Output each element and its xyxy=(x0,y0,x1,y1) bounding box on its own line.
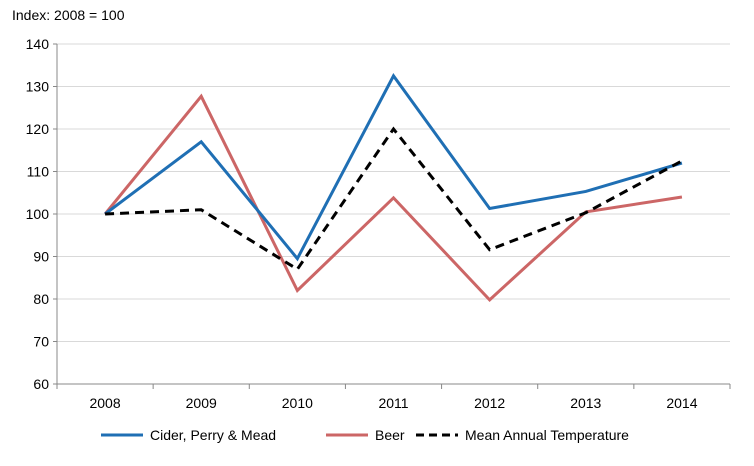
legend-label-2: Mean Annual Temperature xyxy=(465,427,629,443)
y-tick-label: 60 xyxy=(33,376,49,392)
x-tick-label: 2014 xyxy=(666,395,697,411)
legend-label-0: Cider, Perry & Mead xyxy=(150,427,276,443)
x-tick-label: 2010 xyxy=(282,395,313,411)
x-tick-label: 2011 xyxy=(378,395,408,411)
y-tick-label: 70 xyxy=(33,334,49,350)
legend: Cider, Perry & Mead Beer Mean Annual Tempe… xyxy=(101,427,629,443)
x-tick-labels: 2008 2009 2010 2011 2012 2013 2014 xyxy=(89,395,697,411)
x-tick-label: 2009 xyxy=(186,395,217,411)
y-tick-label: 80 xyxy=(33,291,49,307)
series-lines xyxy=(103,73,683,302)
y-tick-label: 120 xyxy=(26,121,50,137)
series-line-0 xyxy=(104,73,683,262)
y-tick-label: 110 xyxy=(27,164,50,180)
x-tick-label: 2012 xyxy=(474,395,505,411)
y-tick-label: 140 xyxy=(26,36,50,52)
gridlines xyxy=(57,43,730,342)
axes xyxy=(53,43,731,389)
x-tick-label: 2008 xyxy=(89,395,120,411)
y-tick-label: 90 xyxy=(33,249,49,265)
y-tick-label: 130 xyxy=(26,79,50,95)
y-tick-labels: 60 70 80 90 100 110 120 130 140 xyxy=(26,36,50,392)
x-tick-label: 2013 xyxy=(570,395,601,411)
series-line-2 xyxy=(105,126,683,272)
y-tick-label: 100 xyxy=(26,206,50,222)
legend-label-1: Beer xyxy=(375,427,405,443)
y-axis-label: Index: 2008 = 100 xyxy=(12,7,125,23)
